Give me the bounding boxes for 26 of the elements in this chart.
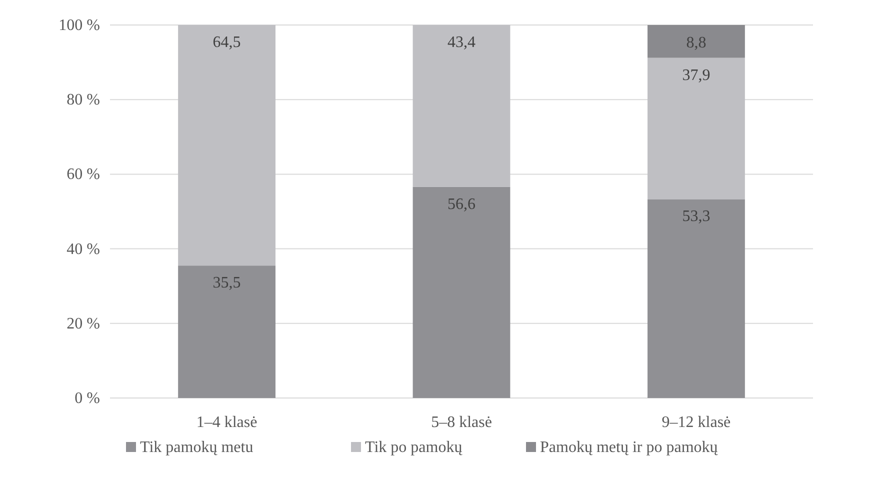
y-tick-label: 80 % xyxy=(66,92,100,109)
legend-label: Tik pamokų metu xyxy=(140,439,254,456)
legend-label: Pamokų metų ir po pamokų xyxy=(540,439,719,456)
legend-label: Tik po pamokų xyxy=(365,439,464,456)
data-label: 43,4 xyxy=(448,34,476,51)
bar xyxy=(412,186,510,398)
data-label: 64,5 xyxy=(212,34,241,51)
bar xyxy=(648,199,745,398)
bar xyxy=(648,25,745,58)
y-tick-label: 40 % xyxy=(66,240,100,258)
y-tick-label: 60 % xyxy=(66,166,100,184)
data-label: 35,5 xyxy=(212,274,241,292)
x-tick-label: 1–4 klasė xyxy=(196,414,258,431)
bar xyxy=(178,266,276,398)
y-tick-label: 0 % xyxy=(74,390,100,407)
bar xyxy=(648,58,745,200)
x-tick-label: 9–12 klasė xyxy=(662,414,731,431)
bar xyxy=(178,25,276,266)
data-label: 37,9 xyxy=(682,66,710,84)
data-label: 56,6 xyxy=(448,196,476,213)
y-tick-label: 20 % xyxy=(66,315,100,332)
x-tick-label: 5–8 klasė xyxy=(431,414,492,431)
y-tick-label: 100 % xyxy=(58,17,100,34)
bar xyxy=(412,25,510,187)
data-label: 53,3 xyxy=(682,208,710,226)
data-label: 8,8 xyxy=(686,34,706,52)
